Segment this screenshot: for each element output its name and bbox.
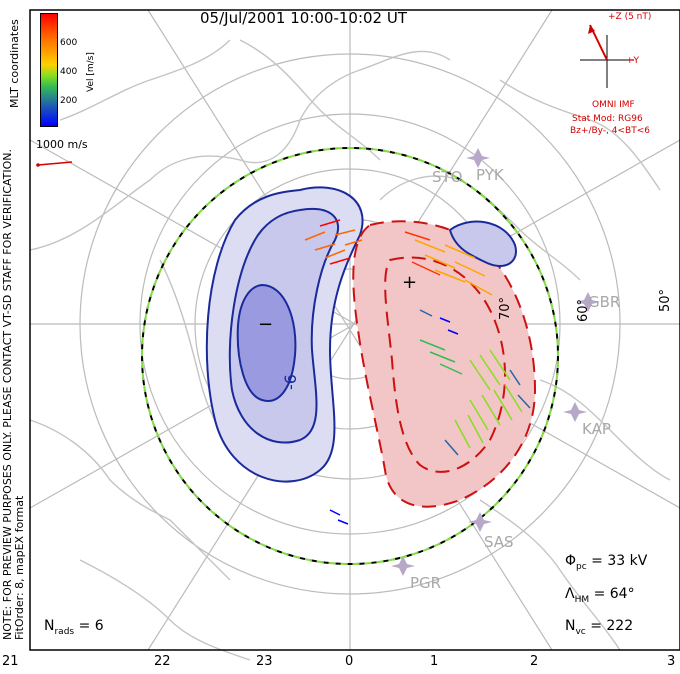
station-label-kap: KAP [582,420,611,438]
velocity-colorbar [40,13,58,127]
reference-vector-dot [36,163,40,167]
station-marker-gbr [576,292,600,312]
mlt-tick-3: 3 [667,654,676,669]
stat-phi-sub: pc [576,561,587,572]
latitude-label-70: 70° [498,296,513,320]
imf-stat-mod: Stat Mod: RG96 [572,114,643,124]
mlt-tick-0: 0 [345,654,354,669]
station-label-sto: STO [432,168,463,186]
mlt-tick-22: 22 [154,654,171,669]
stat-nrads: Nrads = 6 [44,618,104,637]
latitude-label-60: 60° [576,298,591,322]
colorbar-tick-200: 200 [60,96,78,106]
map-title: 05/Jul/2001 10:00-10:02 UT [200,9,408,27]
colorbar-tick-400: 400 [60,67,78,77]
stat-nvc-sub: vc [575,626,586,637]
positive-cell-sign: + [402,272,417,293]
stat-nvc: Nvc = 222 [565,618,633,637]
stat-lambda-value: = 64° [593,586,635,602]
stat-nrads-symbol: N [44,618,55,634]
positive-cell-inner [384,256,506,473]
reference-vector-line [37,161,73,166]
station-marker-sas [468,512,492,532]
imf-clock [580,24,634,88]
station-label-gbr: GBR [588,293,621,311]
imf-source: OMNI IMF [592,100,635,110]
stat-nrads-value: = 6 [78,618,104,634]
mlt-tick-21: 21 [2,654,19,669]
contour-value-label: -6 [281,374,300,390]
station-marker-kap [563,402,587,422]
station-label-pgr: PGR [410,574,442,592]
station-marker-pyk [466,148,490,168]
negative-cell-inner [236,283,297,402]
mlt-tick-23: 23 [256,654,273,669]
imf-bz-label: +Z (5 nT) [608,12,652,22]
stat-lambda-hm: ΛHM = 64° [565,586,635,605]
stat-phi-value: = 33 kV [591,553,648,569]
stat-nvc-value: = 222 [590,618,634,634]
velocity-vectors [304,219,531,525]
heppner-maynard-boundary-green [141,147,559,565]
stat-nrads-sub: rads [54,626,75,637]
imf-condition: Bz+/By-, 4<BT<6 [570,126,650,136]
side-note-line2: FitOrder: 8, mapEX format [13,495,26,640]
negative-cell-sign: − [258,314,273,335]
station-marker-pgr [391,556,415,576]
side-note: NOTE: FOR PREVIEW PURPOSES ONLY. PLEASE … [1,149,26,640]
station-label-sas: SAS [484,533,514,551]
colorbar-title: Vel [m/s] [86,52,96,92]
imf-by-label: +Y [626,56,640,66]
mlt-tick-1: 1 [430,654,439,669]
coordinates-label: MLT coordinates [8,19,21,108]
mlt-tick-2: 2 [530,654,539,669]
positive-cell [352,220,537,508]
stat-phi-pc: Φpc = 33 kV [565,553,647,572]
station-markers [391,148,600,576]
stat-phi-symbol: Φ [565,553,577,569]
station-label-pyk: PYK [476,166,504,184]
reference-vector-label: 1000 m/s [36,138,88,151]
stat-lambda-symbol: Λ [565,586,575,602]
stat-lambda-sub: HM [574,594,590,605]
latitude-longitude-grid [29,9,680,651]
plot-frame [29,9,680,651]
negative-cell-dawn [448,220,517,267]
stat-nvc-symbol: N [565,618,576,634]
colorbar-tick-600: 600 [60,38,78,48]
latitude-label-50: 50° [658,288,673,312]
